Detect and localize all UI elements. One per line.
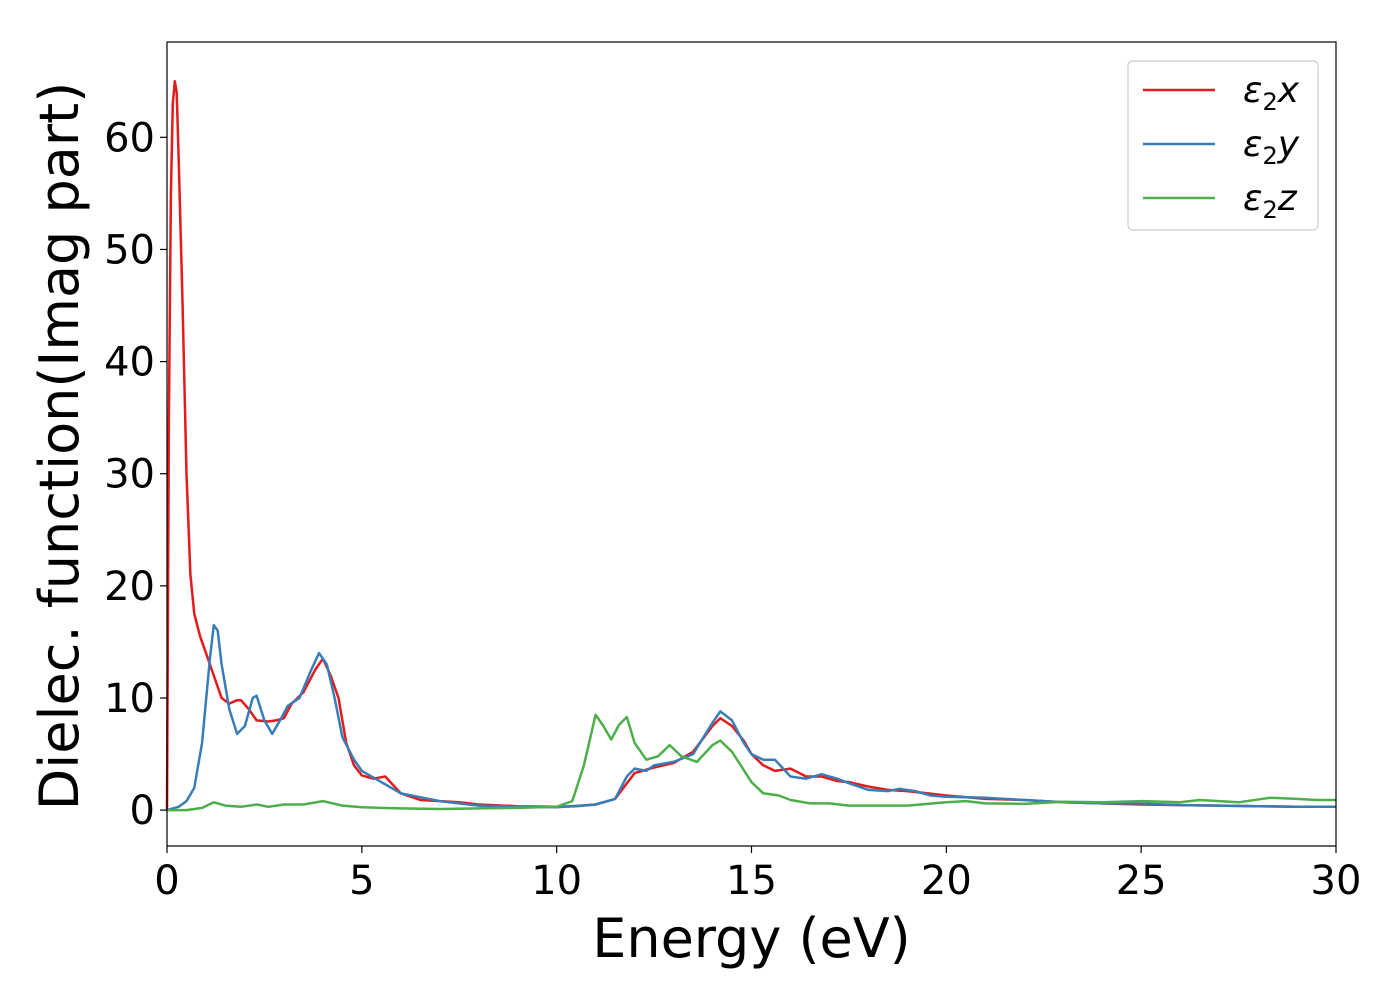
x-tick-label: 20 — [921, 858, 972, 904]
y-tick-label: 40 — [104, 340, 155, 386]
x-tick-label: 10 — [531, 858, 582, 904]
series-layer — [165, 79, 1336, 812]
legend-label-x: ε2x — [1243, 70, 1300, 116]
x-tick-label: 25 — [1116, 858, 1167, 904]
x-tick-label: 15 — [726, 858, 777, 904]
series-line-z — [167, 713, 1336, 812]
y-axis-ticks: 0 10 20 30 40 50 60 — [104, 115, 167, 834]
y-tick-label: 10 — [104, 676, 155, 722]
x-tick-label: 0 — [154, 858, 179, 904]
x-axis-ticks: 0 5 10 15 20 25 30 — [154, 846, 1361, 904]
legend-label-y: ε2y — [1243, 124, 1300, 170]
series-line-y — [166, 623, 1336, 812]
x-axis-label: Energy (eV) — [592, 907, 911, 970]
legend-box — [1127, 60, 1319, 231]
y-tick-label: 60 — [104, 115, 155, 161]
y-tick-label: 30 — [104, 452, 155, 498]
y-axis-label: Dielec. function(Imag part) — [28, 82, 91, 811]
x-tick-label: 30 — [1311, 858, 1362, 904]
legend: ε2x ε2y ε2z — [1127, 60, 1319, 231]
y-tick-label: 20 — [104, 564, 155, 610]
y-tick-label: 50 — [104, 227, 155, 273]
x-tick-label: 5 — [349, 858, 374, 904]
legend-label-z: ε2z — [1243, 178, 1298, 224]
y-tick-label: 0 — [130, 788, 155, 834]
